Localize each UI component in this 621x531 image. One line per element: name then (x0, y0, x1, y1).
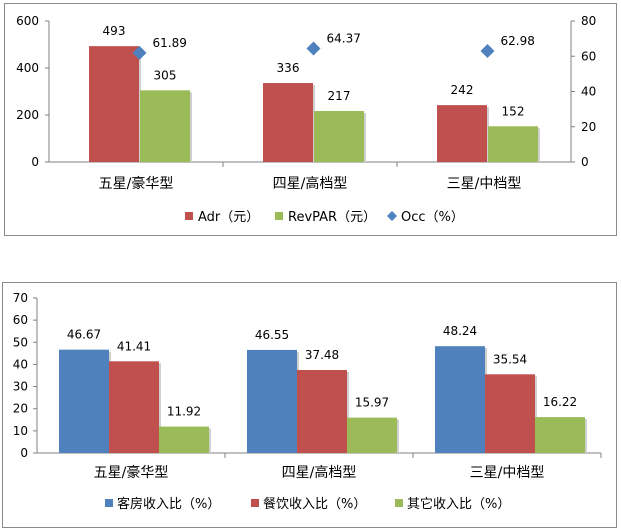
bar-other (535, 417, 585, 453)
bar-dining (485, 374, 535, 453)
bar-adr (263, 83, 313, 162)
y-left-tick-label: 50 (13, 335, 28, 349)
category-label: 三星/中档型 (447, 176, 522, 192)
bar-revpar (314, 111, 364, 162)
y-left-tick-label: 0 (20, 446, 28, 460)
data-label: 62.98 (501, 34, 535, 48)
bar-adr (89, 46, 139, 162)
occ-marker (480, 43, 495, 58)
data-label: 48.24 (443, 324, 477, 338)
category-label: 四星/高档型 (282, 464, 357, 481)
y-left-tick-label: 400 (16, 61, 39, 75)
y-left-tick-label: 70 (13, 291, 28, 305)
y-right-tick-label: 40 (581, 85, 596, 99)
occ-marker (306, 41, 321, 56)
data-label: 46.67 (67, 328, 101, 342)
legend-swatch-occ (387, 211, 397, 221)
legend-label: 客房收入比（%） (117, 496, 220, 512)
data-label: 64.37 (327, 32, 361, 46)
data-label: 493 (103, 24, 126, 38)
y-right-tick-label: 60 (581, 49, 596, 63)
legend-label: 其它收入比（%） (407, 496, 510, 512)
bar-room (59, 349, 109, 453)
data-label: 37.48 (305, 348, 339, 362)
y-left-tick-label: 0 (31, 155, 39, 169)
y-left-tick-label: 30 (13, 380, 28, 394)
occ-marker (132, 45, 147, 60)
data-label: 46.55 (255, 328, 289, 342)
revenue-share-chart-svg: 0 10 20 30 40 50 60 70 46.67 41.41 11.92 五星/豪华型 46.5… (13, 291, 602, 512)
bar-revpar (488, 126, 538, 162)
legend-swatch (275, 212, 283, 220)
y-right-tick-label: 0 (581, 155, 589, 169)
data-label: 15.97 (355, 396, 389, 410)
data-label: 217 (328, 89, 351, 103)
hotel-metrics-chart: 0 200 400 600 0 20 40 60 80 493 305 61.89 五星/豪华型 336 2… (4, 3, 617, 236)
y-right-tick-label: 20 (581, 120, 596, 134)
category-label: 五星/豪华型 (94, 465, 169, 481)
revenue-share-chart: 0 10 20 30 40 50 60 70 46.67 41.41 11.92 五星/豪华型 46.5… (2, 282, 617, 528)
legend-label: 餐饮收入比（%） (263, 496, 366, 512)
legend-swatch (395, 499, 403, 507)
data-label: 16.22 (543, 395, 577, 409)
data-label: 242 (451, 83, 474, 97)
bar-other (347, 417, 397, 453)
legend-label: RevPAR（元） (288, 210, 376, 225)
bar-adr (437, 105, 487, 162)
y-left-tick-label: 60 (13, 313, 28, 327)
legend-label: Occ（%） (401, 210, 464, 225)
y-left-tick-label: 200 (16, 108, 39, 122)
bar-room (247, 349, 297, 453)
legend-swatch (251, 499, 259, 507)
legend-swatch (105, 499, 113, 507)
bar-revpar (140, 90, 190, 162)
bar-other (159, 426, 209, 453)
y-right-tick-label: 80 (581, 14, 596, 28)
data-label: 11.92 (167, 405, 201, 419)
y-left-tick-label: 10 (13, 424, 28, 438)
data-label: 41.41 (117, 339, 151, 353)
legend-label: Adr（元） (198, 210, 259, 225)
data-label: 336 (277, 61, 300, 75)
category-label: 五星/豪华型 (99, 176, 174, 192)
data-label: 61.89 (153, 36, 187, 50)
y-left-tick-label: 600 (16, 14, 39, 28)
bar-dining (297, 370, 347, 453)
category-label: 三星/中档型 (470, 465, 545, 481)
data-label: 152 (502, 104, 525, 118)
category-label: 四星/高档型 (273, 175, 348, 192)
y-left-tick-label: 20 (13, 402, 28, 416)
bar-room (435, 346, 485, 453)
bar-dining (109, 361, 159, 453)
data-label: 35.54 (493, 352, 527, 366)
y-left-tick-label: 40 (13, 357, 28, 371)
hotel-metrics-chart-svg: 0 200 400 600 0 20 40 60 80 493 305 61.89 五星/豪华型 336 2… (16, 14, 596, 225)
legend-swatch (185, 212, 193, 220)
data-label: 305 (154, 68, 177, 82)
